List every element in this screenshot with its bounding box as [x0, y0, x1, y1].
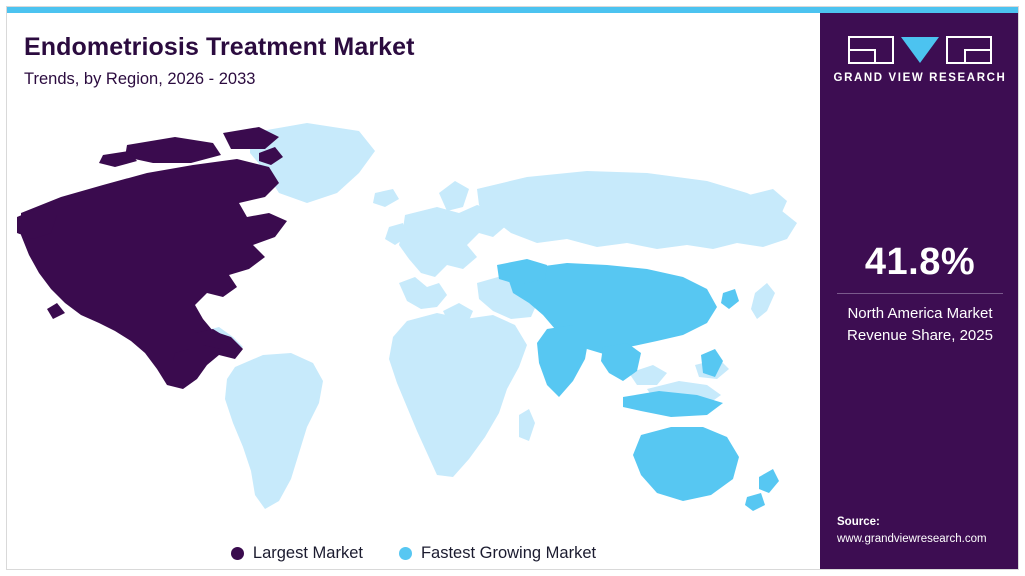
stat-caption-line2: Revenue Share, 2025	[847, 326, 993, 344]
legend-item-largest-market: Largest Market	[230, 543, 363, 563]
map-region-north-america	[17, 127, 287, 389]
world-map-svg	[17, 123, 797, 511]
sidebar-panel: GRAND VIEW RESEARCH 41.8% North America …	[820, 13, 1018, 569]
stat-caption-line1: North America Market	[847, 304, 993, 322]
stat-callout: 41.8% North America Market Revenue Share…	[820, 241, 1018, 346]
world-map	[7, 97, 820, 515]
logo-left-bracket-icon	[848, 36, 894, 64]
page-title: Endometriosis Treatment Market	[24, 33, 415, 61]
infographic-card: Endometriosis Treatment Market Trends, b…	[6, 6, 1019, 570]
source-label: Source:	[837, 515, 880, 528]
legend-label-largest: Largest Market	[252, 543, 363, 562]
map-legend: Largest Market Fastest Growing Market	[7, 533, 820, 569]
brand-logo: GRAND VIEW RESEARCH	[820, 35, 1018, 84]
page-subtitle: Trends, by Region, 2026 - 2033	[24, 70, 256, 88]
logo-marks	[820, 35, 1018, 65]
logo-right-bracket-icon	[946, 36, 992, 64]
legend-dot-fastest-icon	[398, 546, 412, 560]
top-accent-bar	[7, 7, 1018, 13]
stat-value: 41.8%	[864, 241, 976, 283]
source-url[interactable]: www.grandviewresearch.com	[837, 532, 987, 545]
map-panel: Endometriosis Treatment Market Trends, b…	[7, 13, 820, 569]
logo-triangle-icon	[901, 37, 939, 63]
legend-label-fastest: Fastest Growing Market	[420, 543, 597, 562]
stat-divider	[837, 292, 1003, 294]
logo-wordmark: GRAND VIEW RESEARCH	[833, 72, 1007, 84]
map-region-asia-pacific	[497, 259, 779, 511]
legend-dot-largest-icon	[230, 546, 244, 560]
source-block: Source: www.grandviewresearch.com	[837, 514, 1017, 549]
legend-item-fastest-growing: Fastest Growing Market	[398, 543, 597, 563]
